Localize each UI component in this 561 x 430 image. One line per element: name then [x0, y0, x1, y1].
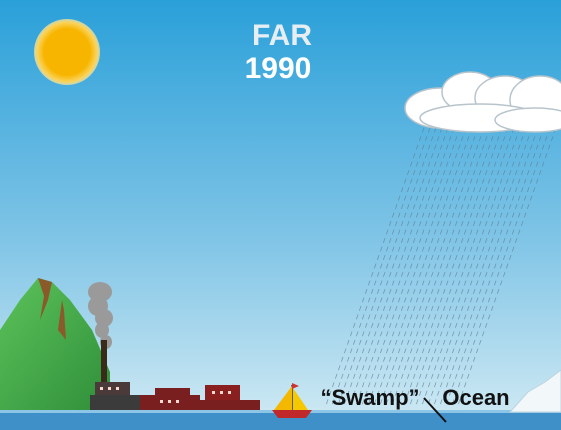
rain-streak [426, 124, 528, 409]
rain-streak [456, 124, 558, 409]
mountain [0, 278, 110, 410]
rain-streak [354, 124, 456, 409]
rain [324, 124, 558, 409]
sun [34, 19, 100, 85]
rain-streak [378, 124, 480, 409]
rain-streak [348, 124, 450, 409]
rain-streak [330, 124, 432, 409]
rain-streak [384, 124, 486, 409]
pointer-line [423, 397, 447, 423]
title: FAR [252, 19, 312, 52]
cloud [404, 71, 561, 133]
rain-streak [372, 124, 474, 409]
sailboat [272, 383, 312, 418]
rain-streak [414, 124, 516, 409]
rain-streak [420, 124, 522, 409]
rain-streak [360, 124, 462, 409]
rain-streak [432, 124, 534, 409]
rain-streak [390, 124, 492, 409]
rain-streak [438, 124, 540, 409]
rain-streak [366, 124, 468, 409]
smoke [88, 282, 113, 349]
rain-streak [324, 124, 426, 409]
year: 1990 [245, 52, 312, 85]
rain-streak [408, 124, 510, 409]
ocean [0, 410, 561, 430]
rain-streak [402, 124, 504, 409]
rain-streak [336, 124, 438, 409]
rain-streak [396, 124, 498, 409]
iceberg [508, 369, 561, 413]
rain-streak [444, 124, 546, 409]
rain-streak [450, 124, 552, 409]
label-quoted: “Swamp” [320, 385, 419, 410]
rain-streak [342, 124, 444, 409]
label-word: Ocean [442, 385, 509, 410]
